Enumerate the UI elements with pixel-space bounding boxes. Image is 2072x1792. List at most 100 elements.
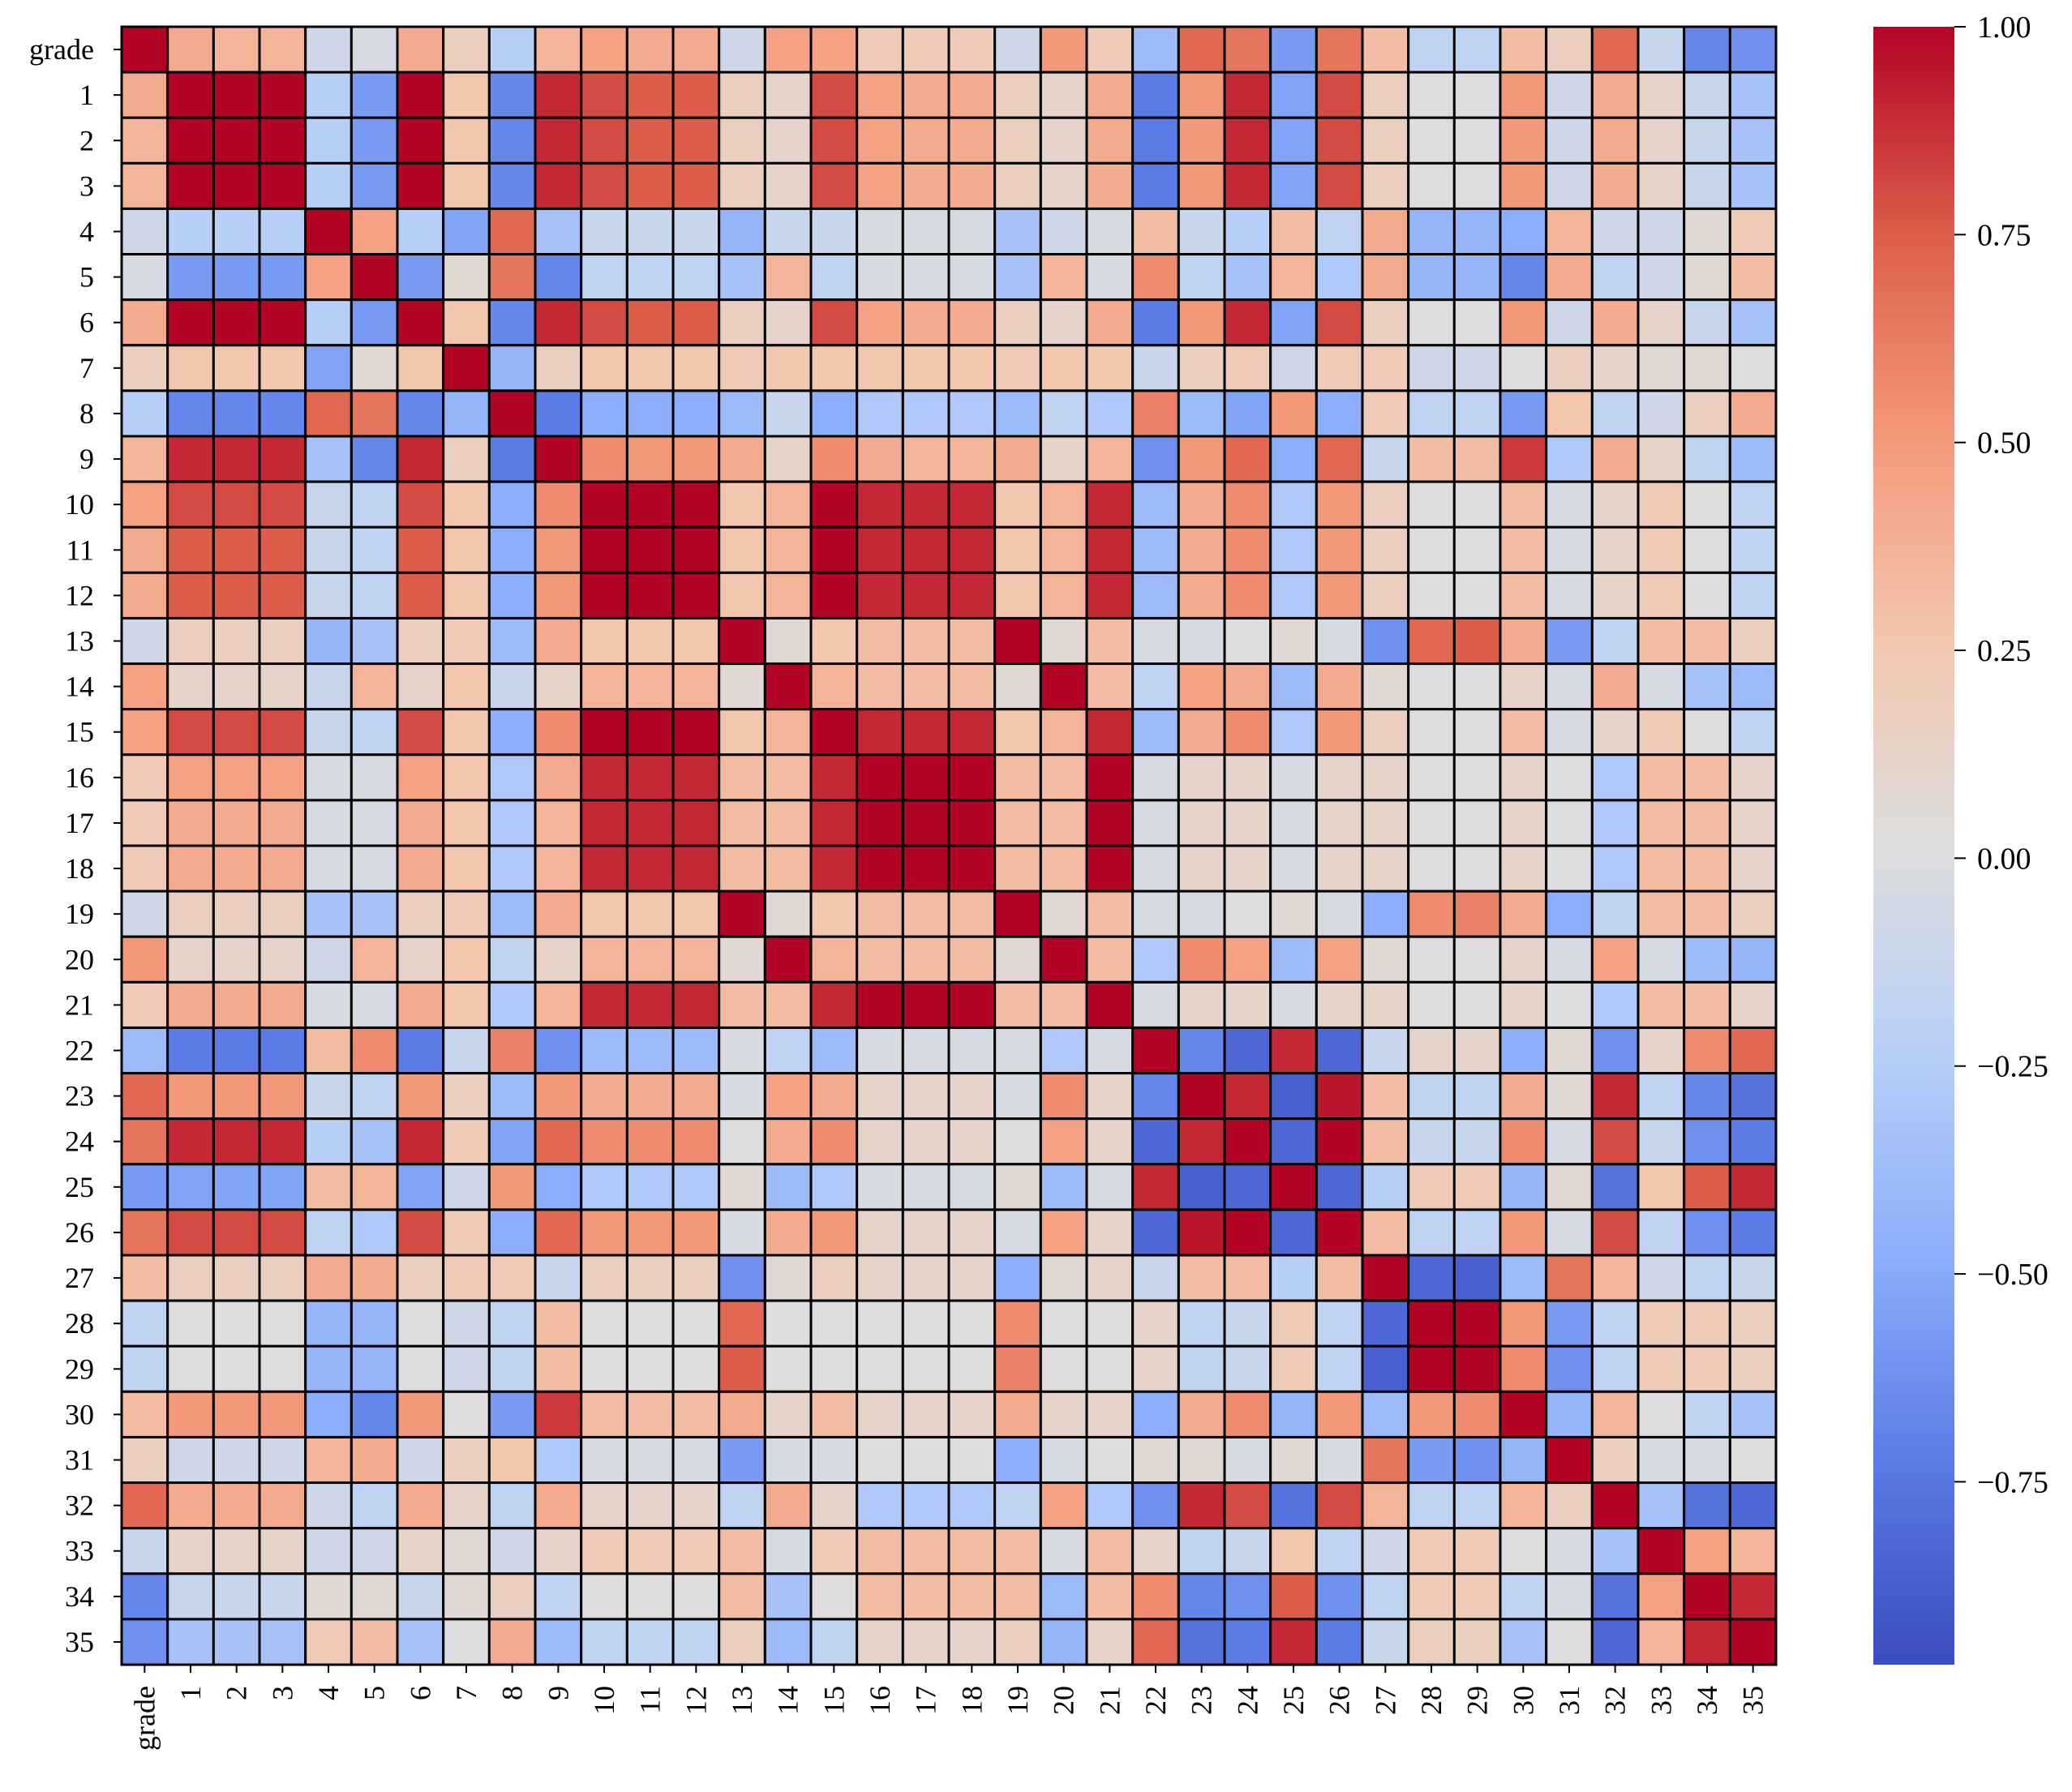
heatmap-cell [258, 1117, 307, 1166]
heatmap-cell [1269, 1026, 1318, 1075]
heatmap-cell [1177, 525, 1226, 574]
heatmap-cell [625, 753, 675, 802]
heatmap-cell [1407, 435, 1456, 483]
heatmap-cell [212, 616, 261, 666]
heatmap-cell [1728, 480, 1778, 529]
heatmap-cell [166, 25, 215, 74]
heatmap-cell [1269, 298, 1318, 347]
heatmap-cell [1223, 1299, 1272, 1348]
heatmap-cell [1085, 253, 1135, 302]
heatmap-cell [1590, 980, 1640, 1029]
heatmap-cell [120, 935, 169, 984]
heatmap-cell [1085, 116, 1135, 165]
heatmap-cell [718, 980, 766, 1029]
heatmap-cell [625, 1117, 675, 1166]
heatmap-cell [580, 71, 628, 119]
heatmap-cell [212, 1299, 261, 1348]
heatmap-cell [856, 1117, 904, 1166]
y-tick-label: 16 [65, 761, 94, 794]
heatmap-cell [534, 161, 583, 210]
heatmap-cell [258, 25, 307, 74]
heatmap-cell [304, 25, 353, 74]
heatmap-cell [671, 662, 721, 711]
heatmap-cell [396, 1254, 445, 1302]
heatmap-cell [1407, 1299, 1456, 1348]
heatmap-cell [120, 1117, 169, 1166]
heatmap-cell [993, 71, 1042, 119]
heatmap-cell [534, 116, 583, 165]
heatmap-cell [396, 1344, 445, 1393]
heatmap-cell [1545, 935, 1594, 984]
heatmap-cell [442, 435, 491, 483]
heatmap-cell [1269, 1435, 1318, 1485]
x-tick-label: 15 [817, 1686, 850, 1715]
heatmap-cell [1177, 935, 1226, 984]
heatmap-cell [1545, 980, 1594, 1029]
colorbar [1873, 27, 1954, 1665]
heatmap-cell [1728, 708, 1778, 757]
heatmap-cell [1223, 161, 1272, 210]
heatmap-cell [1131, 571, 1180, 619]
heatmap-cell [442, 253, 491, 302]
heatmap-cell [258, 116, 307, 165]
heatmap-cell [763, 389, 813, 438]
heatmap-cell [1315, 1435, 1364, 1485]
heatmap-cell [625, 571, 675, 619]
heatmap-cell [1223, 1163, 1272, 1211]
x-tick-label: 5 [358, 1686, 391, 1700]
heatmap-cell [1637, 1390, 1686, 1438]
heatmap-cell [1177, 161, 1226, 210]
heatmap-cell [212, 1026, 261, 1075]
heatmap-cell [1407, 525, 1456, 574]
heatmap-cell [1269, 890, 1318, 938]
heatmap-cell [1085, 1527, 1135, 1576]
heatmap-cell [1039, 1299, 1088, 1348]
heatmap-cell [1590, 116, 1640, 165]
heatmap-cell [901, 480, 950, 529]
heatmap-cell [534, 389, 583, 438]
heatmap-cell [487, 1481, 537, 1530]
heatmap-cell [1315, 344, 1364, 392]
heatmap-cell [442, 207, 491, 256]
heatmap-cell [901, 616, 950, 666]
heatmap-cell [947, 207, 997, 256]
heatmap-cell [1499, 161, 1548, 210]
heatmap-cell [625, 980, 675, 1029]
heatmap-cell [258, 844, 307, 893]
heatmap-cell [350, 344, 399, 392]
heatmap-cell [1683, 344, 1731, 392]
heatmap-cell [901, 799, 950, 847]
heatmap-cell [1223, 1026, 1272, 1075]
heatmap-cell [534, 1117, 583, 1166]
colorbar-ticks: 1.00 0.75 0.50 0.25 0.00 −0.25 −0.50 −0.75 [1954, 11, 2048, 1499]
heatmap-cell [1039, 1435, 1088, 1485]
heatmap-cell [1452, 708, 1502, 757]
heatmap-cell [718, 71, 766, 119]
heatmap-cell [1131, 1254, 1180, 1302]
heatmap-cell [166, 435, 215, 483]
heatmap-cell [534, 708, 583, 757]
heatmap-cell [1039, 344, 1088, 392]
heatmap-cell [1085, 25, 1135, 74]
heatmap-cell [809, 616, 859, 666]
heatmap-cell [1085, 71, 1135, 119]
heatmap-cell [212, 1618, 261, 1666]
heatmap-cell [1269, 25, 1318, 74]
heatmap-cell [487, 1163, 537, 1211]
heatmap-cell [487, 708, 537, 757]
heatmap-cell [1499, 298, 1548, 347]
heatmap-cell [487, 1254, 537, 1302]
heatmap-cell [809, 1344, 859, 1393]
heatmap-cell [993, 935, 1042, 984]
heatmap-cell [1177, 116, 1226, 165]
heatmap-cell [809, 1208, 859, 1257]
heatmap-cell [350, 253, 399, 302]
heatmap-cell [258, 1618, 307, 1666]
heatmap-cell [1407, 298, 1456, 347]
heatmap-cell [718, 1344, 766, 1393]
heatmap-cell [763, 1072, 813, 1121]
heatmap-cell [580, 1527, 628, 1576]
heatmap-cell [718, 1572, 766, 1621]
heatmap-cell [947, 389, 997, 438]
